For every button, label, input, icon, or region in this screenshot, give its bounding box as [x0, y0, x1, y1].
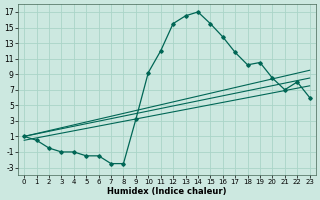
X-axis label: Humidex (Indice chaleur): Humidex (Indice chaleur) — [107, 187, 227, 196]
